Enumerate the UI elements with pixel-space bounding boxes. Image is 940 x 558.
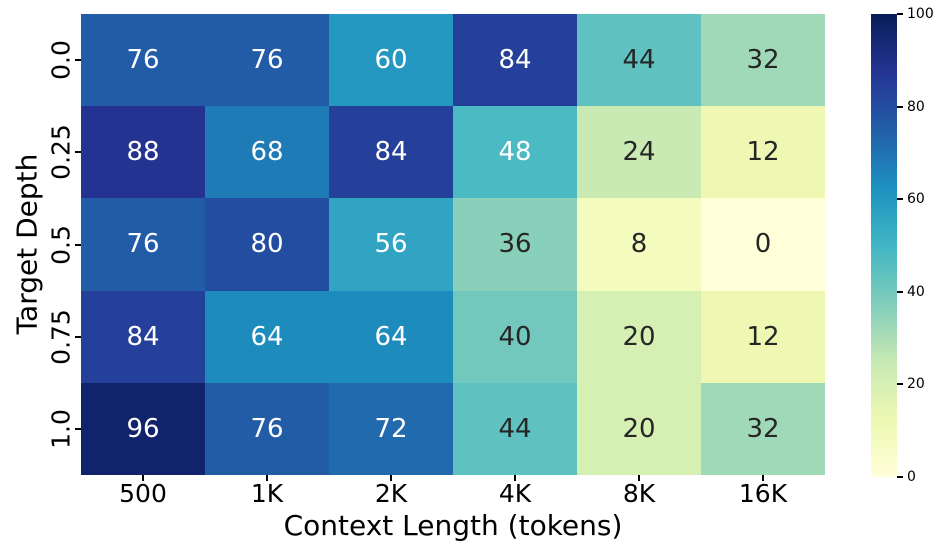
y-tick-mark: [75, 243, 81, 246]
y-tick-label: 0.75: [46, 308, 76, 365]
heatmap-cell: 64: [329, 290, 453, 383]
cell-value: 36: [498, 229, 532, 260]
heatmap-cell: 72: [329, 382, 453, 475]
heatmap-cell: 44: [577, 14, 701, 107]
cell-value: 84: [126, 321, 160, 352]
cell-value: 84: [374, 137, 408, 168]
heatmap-cell: 84: [81, 290, 205, 383]
heatmap-cell: 20: [577, 382, 701, 475]
colorbar-tick-mark: [897, 383, 903, 386]
heatmap-cell: 76: [81, 14, 205, 107]
y-axis-label: Target Depth: [10, 153, 44, 335]
heatmap-cell: 20: [577, 290, 701, 383]
colorbar-tick-label: 20: [907, 376, 925, 393]
cell-value: 76: [250, 45, 284, 76]
x-tick-label: 500: [119, 479, 167, 508]
y-tick-mark: [75, 335, 81, 338]
heatmap-cell: 84: [453, 14, 577, 107]
heatmap-cell: 32: [701, 382, 825, 475]
y-tick-mark: [75, 151, 81, 154]
y-tick-mark: [75, 59, 81, 62]
cell-value: 8: [630, 229, 648, 260]
x-tick-label: 16K: [738, 479, 788, 508]
cell-value: 96: [126, 413, 160, 444]
heatmap-cell: 96: [81, 382, 205, 475]
heatmap-cell: 64: [205, 290, 329, 383]
cell-value: 68: [250, 137, 284, 168]
colorbar-tick-mark: [897, 290, 903, 293]
cell-value: 76: [126, 229, 160, 260]
heatmap-cell: 56: [329, 198, 453, 291]
colorbar-tick-mark: [897, 13, 903, 15]
cell-value: 12: [746, 321, 780, 352]
cell-value: 72: [374, 413, 408, 444]
heatmap-cell: 80: [205, 198, 329, 291]
heatmap-cell: 12: [701, 106, 825, 199]
cell-value: 32: [746, 45, 780, 76]
colorbar-tick-mark: [897, 105, 903, 108]
colorbar-tick-mark: [897, 476, 903, 478]
cell-value: 32: [746, 413, 780, 444]
x-axis-label: Context Length (tokens): [283, 509, 623, 542]
colorbar: [871, 14, 897, 477]
cell-value: 84: [498, 45, 532, 76]
colorbar-tick-label: 40: [907, 283, 925, 300]
colorbar-tick-label: 0: [907, 469, 916, 485]
x-tick-label: 1K: [250, 479, 284, 508]
colorbar-tick-label: 80: [907, 98, 925, 115]
x-tick-mark: [390, 475, 392, 481]
cell-value: 64: [374, 321, 408, 352]
x-tick-mark: [638, 475, 640, 481]
x-tick-label: 8K: [622, 479, 656, 508]
cell-value: 48: [498, 137, 532, 168]
cell-value: 56: [374, 229, 408, 260]
y-tick-label: 0.0: [46, 40, 76, 80]
cell-value: 12: [746, 137, 780, 168]
cell-value: 20: [622, 413, 656, 444]
x-tick-label: 4K: [498, 479, 532, 508]
colorbar-tick-label: 60: [907, 191, 925, 208]
cell-value: 44: [622, 45, 656, 76]
heatmap-cell: 0: [701, 198, 825, 291]
heatmap-cell: 48: [453, 106, 577, 199]
cell-value: 80: [250, 229, 284, 260]
x-tick-mark: [266, 475, 268, 481]
heatmap-cell: 84: [329, 106, 453, 199]
x-tick-mark: [142, 475, 144, 481]
heatmap-cell: 36: [453, 198, 577, 291]
y-tick-label: 0.25: [46, 124, 76, 181]
y-tick-mark: [75, 427, 81, 430]
colorbar-tick-mark: [897, 198, 903, 201]
cell-value: 76: [126, 45, 160, 76]
heatmap-cell: 12: [701, 290, 825, 383]
heatmap-cell: 60: [329, 14, 453, 107]
heatmap-cell: 88: [81, 106, 205, 199]
cell-value: 0: [754, 229, 772, 260]
cell-value: 20: [622, 321, 656, 352]
heatmap-cell: 8: [577, 198, 701, 291]
heatmap-cell: 40: [453, 290, 577, 383]
cell-value: 40: [498, 321, 532, 352]
heatmap-cell: 24: [577, 106, 701, 199]
cell-value: 76: [250, 413, 284, 444]
x-tick-mark: [762, 475, 764, 481]
heatmap-cell: 76: [81, 198, 205, 291]
cell-value: 88: [126, 137, 160, 168]
heatmap-cell: 76: [205, 382, 329, 475]
x-tick-mark: [514, 475, 516, 481]
y-tick-label: 1.0: [46, 409, 76, 449]
y-tick-label: 0.5: [46, 224, 76, 265]
cell-value: 60: [374, 45, 408, 76]
cell-value: 64: [250, 321, 284, 352]
heatmap-cell: 68: [205, 106, 329, 199]
heatmap-cell: 44: [453, 382, 577, 475]
heatmap: 76 76 60 84 44 32 88 68 84 48 24 12 76 80 56 36 8 0 84 64 64…: [81, 14, 825, 475]
heatmap-cell: 76: [205, 14, 329, 107]
colorbar-tick-label: 100: [907, 6, 934, 22]
heatmap-cell: 32: [701, 14, 825, 107]
cell-value: 24: [622, 137, 656, 168]
cell-value: 44: [498, 413, 532, 444]
x-tick-label: 2K: [374, 479, 408, 508]
